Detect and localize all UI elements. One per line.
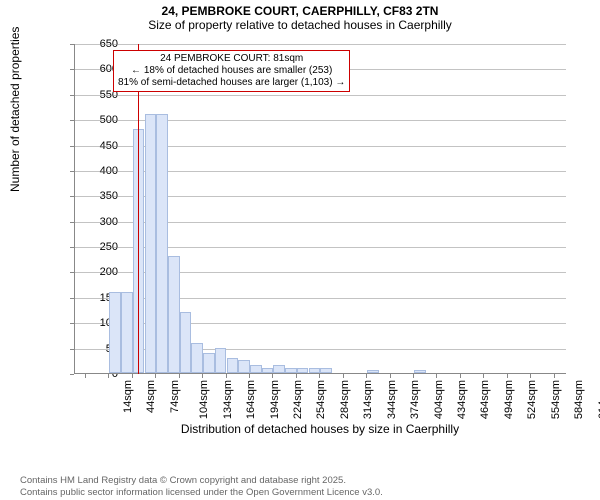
- footer-line2: Contains public sector information licen…: [20, 487, 383, 498]
- x-tick-label: 104sqm: [198, 380, 210, 419]
- y-tick-mark: [70, 374, 74, 375]
- x-tick-label: 254sqm: [316, 380, 328, 419]
- x-tick-mark: [343, 374, 344, 378]
- x-tick-mark: [226, 374, 227, 378]
- x-tick-label: 344sqm: [386, 380, 398, 419]
- histogram-bar: [145, 114, 157, 373]
- x-tick-label: 554sqm: [550, 380, 562, 419]
- x-tick-mark: [554, 374, 555, 378]
- x-axis-title: Distribution of detached houses by size …: [74, 422, 566, 436]
- x-tick-mark: [155, 374, 156, 378]
- histogram-bar: [367, 370, 379, 373]
- x-tick-mark: [319, 374, 320, 378]
- plot-area: 24 PEMBROKE COURT: 81sqm← 18% of detache…: [74, 44, 566, 374]
- histogram-bar: [203, 353, 215, 373]
- x-tick-mark: [272, 374, 273, 378]
- x-tick-label: 314sqm: [362, 380, 374, 419]
- annotation-line: 24 PEMBROKE COURT: 81sqm: [118, 53, 345, 65]
- x-tick-label: 44sqm: [145, 380, 157, 413]
- x-tick-mark: [413, 374, 414, 378]
- annotation-line: 81% of semi-detached houses are larger (…: [118, 77, 345, 89]
- x-tick-label: 494sqm: [503, 380, 515, 419]
- x-tick-label: 584sqm: [573, 380, 585, 419]
- x-tick-label: 164sqm: [245, 380, 257, 419]
- x-tick-label: 374sqm: [409, 380, 421, 419]
- histogram-bar: [414, 370, 426, 373]
- histogram-bar: [121, 292, 133, 373]
- title-line2: Size of property relative to detached ho…: [0, 18, 600, 32]
- x-tick-mark: [108, 374, 109, 378]
- x-tick-label: 404sqm: [433, 380, 445, 419]
- x-tick-mark: [460, 374, 461, 378]
- footer-line1: Contains HM Land Registry data © Crown c…: [20, 475, 383, 486]
- title-line1: 24, PEMBROKE COURT, CAERPHILLY, CF83 2TN: [0, 4, 600, 18]
- x-tick-label: 284sqm: [339, 380, 351, 419]
- histogram-bar: [215, 348, 227, 373]
- histogram-bar: [191, 343, 203, 373]
- x-tick-label: 614sqm: [597, 380, 600, 419]
- x-tick-label: 464sqm: [480, 380, 492, 419]
- histogram-bar: [285, 368, 297, 373]
- x-tick-mark: [436, 374, 437, 378]
- chart-container: Number of detached properties 0501001502…: [38, 44, 578, 440]
- histogram-bar: [309, 368, 321, 373]
- histogram-bar: [109, 292, 121, 373]
- footer-attribution: Contains HM Land Registry data © Crown c…: [20, 475, 383, 498]
- x-tick-mark: [530, 374, 531, 378]
- x-tick-mark: [249, 374, 250, 378]
- x-tick-mark: [85, 374, 86, 378]
- x-tick-label: 74sqm: [169, 380, 181, 413]
- x-tick-label: 224sqm: [292, 380, 304, 419]
- histogram-bar: [156, 114, 168, 373]
- x-tick-mark: [507, 374, 508, 378]
- histogram-bar: [227, 358, 239, 373]
- x-tick-mark: [390, 374, 391, 378]
- annotation-line: ← 18% of detached houses are smaller (25…: [118, 65, 345, 77]
- x-tick-mark: [483, 374, 484, 378]
- y-axis-title: Number of detached properties: [8, 27, 22, 192]
- histogram-bar: [297, 368, 309, 373]
- gridline: [75, 44, 566, 45]
- x-tick-label: 524sqm: [526, 380, 538, 419]
- histogram-bar: [273, 365, 285, 373]
- x-tick-mark: [366, 374, 367, 378]
- chart-title-block: 24, PEMBROKE COURT, CAERPHILLY, CF83 2TN…: [0, 0, 600, 32]
- x-tick-mark: [179, 374, 180, 378]
- x-tick-label: 194sqm: [269, 380, 281, 419]
- x-tick-mark: [202, 374, 203, 378]
- annotation-box: 24 PEMBROKE COURT: 81sqm← 18% of detache…: [113, 50, 350, 92]
- x-tick-mark: [132, 374, 133, 378]
- x-tick-label: 14sqm: [122, 380, 134, 413]
- x-tick-label: 134sqm: [222, 380, 234, 419]
- x-tick-label: 434sqm: [456, 380, 468, 419]
- marker-line: [138, 44, 139, 374]
- histogram-bar: [320, 368, 332, 373]
- histogram-bar: [180, 312, 192, 373]
- histogram-bar: [262, 368, 274, 373]
- histogram-bar: [168, 256, 180, 373]
- histogram-bar: [238, 360, 250, 373]
- x-tick-mark: [296, 374, 297, 378]
- gridline: [75, 95, 566, 96]
- histogram-bar: [250, 365, 262, 373]
